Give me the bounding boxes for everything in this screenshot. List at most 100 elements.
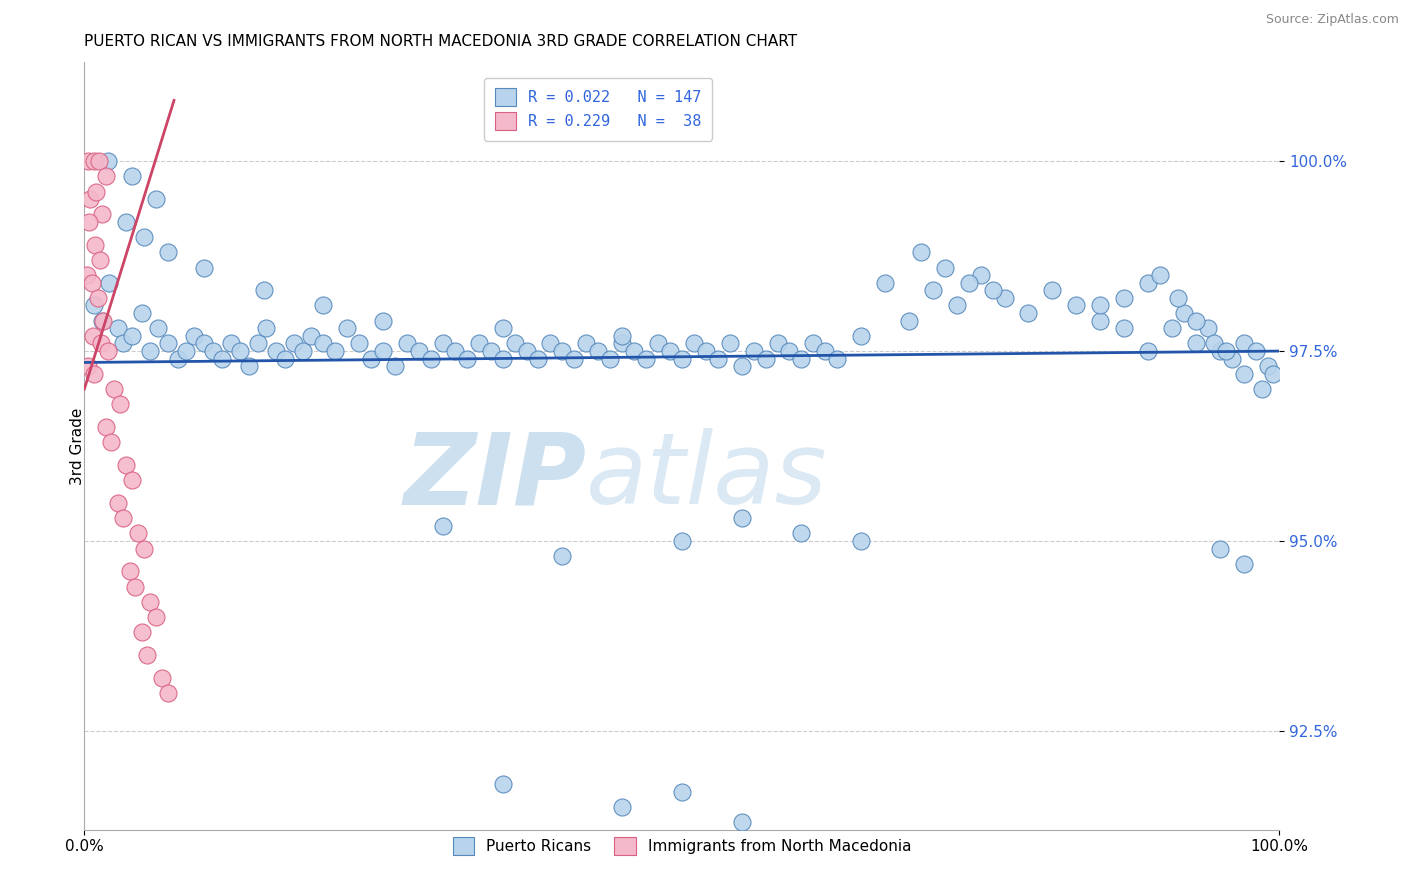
Point xyxy=(612,799,634,814)
Point xyxy=(83,154,105,169)
Point xyxy=(193,260,215,275)
Point xyxy=(131,306,153,320)
Point xyxy=(76,268,98,282)
Point xyxy=(127,526,149,541)
Point xyxy=(671,351,693,366)
Point xyxy=(80,276,103,290)
Point xyxy=(1263,367,1285,381)
Point xyxy=(211,351,233,366)
Point xyxy=(1114,321,1136,335)
Point xyxy=(150,671,173,685)
Point xyxy=(183,329,205,343)
Point xyxy=(946,298,969,312)
Point xyxy=(91,314,114,328)
Point xyxy=(814,344,837,359)
Point xyxy=(139,344,162,359)
Point xyxy=(110,397,132,411)
Point xyxy=(659,344,682,359)
Point xyxy=(100,435,122,450)
Point xyxy=(1161,321,1184,335)
Point xyxy=(623,344,645,359)
Point xyxy=(283,336,305,351)
Point xyxy=(1066,298,1088,312)
Point xyxy=(742,344,765,359)
Point xyxy=(1220,351,1243,366)
Point xyxy=(94,169,117,184)
Point xyxy=(1250,382,1272,396)
Point xyxy=(695,344,717,359)
Point xyxy=(166,351,188,366)
Point xyxy=(731,511,754,525)
Point xyxy=(94,420,117,434)
Point xyxy=(827,351,849,366)
Point xyxy=(360,351,382,366)
Point xyxy=(444,344,467,359)
Point xyxy=(803,336,825,351)
Point xyxy=(1167,291,1189,305)
Point xyxy=(957,276,980,290)
Point xyxy=(77,359,100,374)
Point xyxy=(910,245,932,260)
Point xyxy=(766,336,789,351)
Point xyxy=(325,344,347,359)
Point xyxy=(1137,344,1160,359)
Point xyxy=(107,321,129,335)
Point xyxy=(148,321,170,335)
Point xyxy=(934,260,956,275)
Point xyxy=(755,351,778,366)
Point xyxy=(373,344,395,359)
Point xyxy=(264,344,287,359)
Point xyxy=(107,496,129,510)
Point xyxy=(671,533,693,548)
Point xyxy=(468,336,491,351)
Point xyxy=(1257,359,1279,374)
Point xyxy=(79,192,101,206)
Point xyxy=(1149,268,1171,282)
Y-axis label: 3rd Grade: 3rd Grade xyxy=(70,408,84,484)
Point xyxy=(922,283,945,297)
Point xyxy=(612,336,634,351)
Point xyxy=(420,351,443,366)
Point xyxy=(671,784,693,798)
Point xyxy=(373,314,395,328)
Point xyxy=(408,344,430,359)
Point xyxy=(292,344,315,359)
Point xyxy=(994,291,1017,305)
Point xyxy=(695,838,717,852)
Point xyxy=(432,518,454,533)
Point xyxy=(575,336,598,351)
Point xyxy=(564,351,586,366)
Point xyxy=(253,283,276,297)
Point xyxy=(90,336,112,351)
Point xyxy=(551,549,574,563)
Point xyxy=(97,154,120,169)
Point xyxy=(274,351,297,366)
Point xyxy=(683,336,706,351)
Point xyxy=(647,336,669,351)
Point xyxy=(91,207,114,221)
Point xyxy=(157,336,180,351)
Point xyxy=(1114,291,1136,305)
Point xyxy=(312,298,335,312)
Text: ZIP: ZIP xyxy=(404,428,586,525)
Point xyxy=(77,154,100,169)
Point xyxy=(516,344,538,359)
Point xyxy=(229,344,252,359)
Point xyxy=(93,314,115,328)
Point xyxy=(432,336,454,351)
Point xyxy=(145,610,167,624)
Legend: Puerto Ricans, Immigrants from North Macedonia: Puerto Ricans, Immigrants from North Mac… xyxy=(443,828,921,864)
Point xyxy=(132,230,156,244)
Point xyxy=(111,336,134,351)
Point xyxy=(89,252,111,267)
Point xyxy=(98,276,121,290)
Point xyxy=(1233,557,1256,571)
Point xyxy=(1137,276,1160,290)
Point xyxy=(84,237,107,252)
Point xyxy=(139,595,162,609)
Point xyxy=(202,344,225,359)
Point xyxy=(1042,283,1064,297)
Point xyxy=(157,245,180,260)
Point xyxy=(312,336,335,351)
Point xyxy=(981,283,1004,297)
